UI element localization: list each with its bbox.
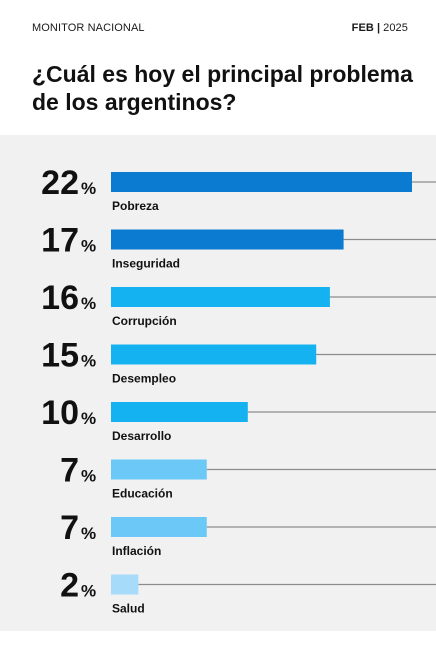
period-year: 2025 — [383, 22, 408, 34]
category-label-desarrollo: Desarrollo — [112, 429, 171, 443]
bar-desarrollo — [111, 402, 248, 422]
bar-chart: 22 % Pobreza 17 % Inseguridad 16 % Corrupción 15%… — [41, 164, 436, 616]
bar-salud — [111, 574, 139, 595]
report-header: MONITOR NACIONAL FEB | 2025 — [32, 22, 408, 38]
percent-label-inseguridad: % — [81, 237, 96, 256]
value-label-pobreza: 22 — [41, 164, 79, 202]
percent-label-desarrollo: % — [81, 409, 96, 428]
category-label-inseguridad: Inseguridad — [112, 257, 180, 271]
bar-educacion — [111, 459, 207, 480]
value-label-inflacion: 7 — [60, 509, 79, 547]
percent-label-educacion: % — [81, 467, 96, 486]
bar-pobreza — [111, 172, 412, 192]
value-label-corrupcion: 16 — [41, 279, 79, 317]
value-label-desarrollo: 10 — [41, 394, 79, 432]
report-period: FEB | 2025 — [352, 22, 408, 34]
brand-label: MONITOR NACIONAL — [32, 22, 145, 34]
bar-desempleo — [111, 344, 317, 365]
chart-panel: 22% Pobreza 17% Inseguridad 16% Corrupción 15%… — [0, 135, 436, 631]
chart-title: ¿Cuál es hoy el principal problema de lo… — [32, 61, 413, 115]
value-label-salud: 2 — [60, 567, 79, 605]
period-month: FEB — [351, 22, 374, 34]
percent-label-desempleo: % — [81, 352, 96, 371]
percent-label-pobreza: % — [81, 179, 96, 198]
period-separator: | — [376, 22, 381, 34]
bar-inseguridad — [111, 229, 344, 250]
category-label-pobreza: Pobreza — [112, 199, 159, 213]
percent-label-corrupcion: % — [81, 294, 96, 313]
category-label-salud: Salud — [112, 602, 145, 616]
percent-label-inflacion: % — [81, 524, 96, 543]
value-label-educacion: 7 — [60, 452, 79, 490]
category-label-corrupcion: Corrupción — [112, 314, 177, 328]
category-label-inflacion: Inflación — [112, 544, 161, 558]
value-label-inseguridad: 17 — [41, 222, 79, 260]
category-label-desempleo: Desempleo — [112, 372, 176, 386]
value-label-desempleo: 15 — [41, 337, 79, 375]
bar-corrupcion — [111, 287, 330, 307]
percent-label-salud: % — [81, 582, 96, 601]
category-label-educacion: Educación — [112, 487, 173, 501]
bar-inflacion — [111, 517, 207, 537]
